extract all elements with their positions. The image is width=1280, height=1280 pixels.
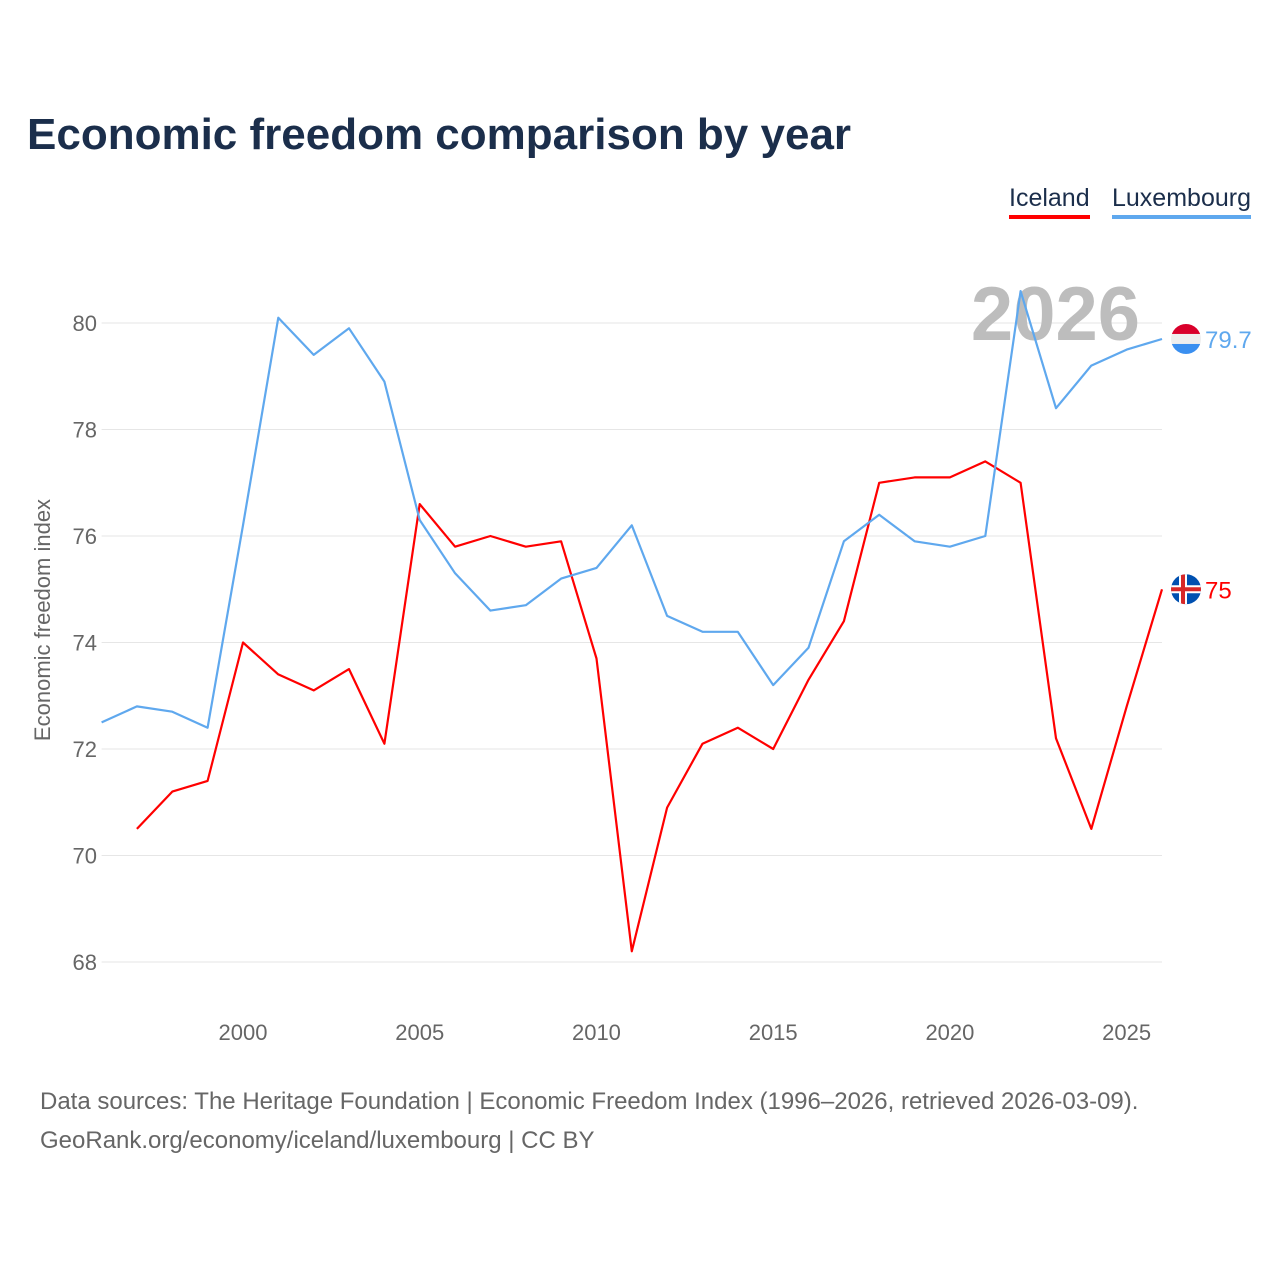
x-tick-label: 2010 [572, 1020, 621, 1045]
year-watermark: 2026 [971, 272, 1140, 357]
legend-luxembourg[interactable]: Luxembourg [1112, 184, 1251, 219]
flag-luxembourg-icon [1171, 323, 1201, 354]
y-tick-label: 76 [73, 524, 97, 549]
y-tick-label: 78 [73, 418, 97, 443]
source-link[interactable]: GeoRank.org/economy/iceland/luxembourg |… [40, 1127, 595, 1154]
end-value-label: 75 [1205, 577, 1232, 604]
y-axis-label: Economic freedom index [30, 499, 55, 741]
x-tick-label: 2015 [749, 1020, 798, 1045]
x-tick-label: 2000 [219, 1020, 268, 1045]
y-tick-label: 70 [73, 844, 97, 869]
x-tick-label: 2020 [925, 1020, 974, 1045]
y-tick-label: 80 [73, 311, 97, 336]
y-tick-label: 74 [73, 631, 97, 656]
y-tick-label: 72 [73, 737, 97, 762]
series-line-iceland [136, 460, 1164, 953]
x-tick-label: 2005 [395, 1020, 444, 1045]
end-value-label: 79.7 [1205, 327, 1252, 354]
legend-iceland[interactable]: Iceland [1009, 184, 1090, 219]
series-line-luxembourg [101, 290, 1163, 729]
x-tick-label: 2025 [1102, 1020, 1151, 1045]
chart-title: Economic freedom comparison by year [27, 110, 852, 159]
source-note: Data sources: The Heritage Foundation | … [40, 1088, 1139, 1115]
flag-iceland-icon [1171, 574, 1201, 605]
y-tick-label: 68 [73, 950, 97, 975]
